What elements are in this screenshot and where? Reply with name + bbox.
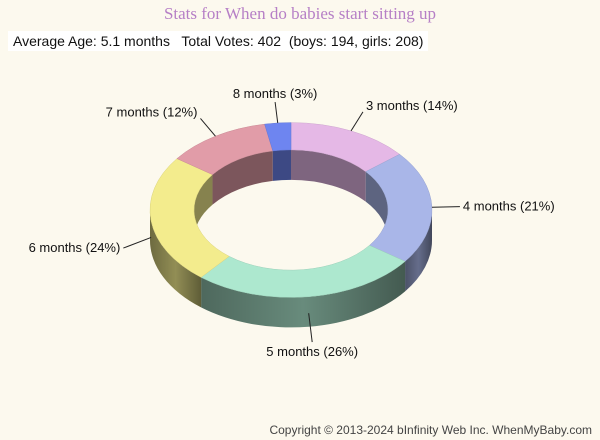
copyright-footer: Copyright © 2013-2024 bInfinity Web Inc.… [269, 423, 592, 437]
leader-line-2 [308, 313, 313, 343]
leader-line-1 [431, 206, 460, 208]
leader-line-4 [200, 118, 216, 137]
leader-line-5 [274, 101, 279, 124]
stats-summary: Average Age: 5.1 months Total Votes: 402… [8, 31, 429, 51]
inner-wall-0 [291, 149, 366, 202]
outer-wall-shade-1 [405, 210, 432, 292]
donut-side-layer [150, 149, 432, 328]
slice-label-5: 8 months (3%) [233, 86, 318, 101]
slice-8-months [264, 122, 292, 152]
inner-wall-3 [194, 174, 213, 240]
slice-label-0: 3 months (14%) [366, 98, 458, 113]
total-votes-text: Total Votes: 402 [181, 33, 282, 49]
donut-label-layer: 3 months (14%) 4 months (21%) 5 months (26… [29, 86, 555, 359]
leader-line-3 [123, 236, 152, 249]
inner-wall-4 [212, 150, 273, 205]
slice-label-1: 4 months (21%) [463, 199, 555, 214]
inner-wall-5 [272, 149, 291, 181]
outer-wall-shade-2 [201, 261, 406, 328]
slice-label-2: 5 months (26%) [266, 344, 358, 359]
chart-title: Stats for When do babies start sitting u… [163, 4, 437, 23]
average-age-text: Average Age: 5.1 months [13, 33, 170, 49]
inner-wall-1 [365, 171, 388, 240]
slice-label-3: 6 months (24%) [29, 240, 121, 255]
donut-top-layer [149, 122, 433, 298]
outer-wall-shade-3 [150, 210, 202, 308]
slice-label-4: 7 months (12%) [106, 104, 198, 119]
gender-split-text: (boys: 194, girls: 208) [288, 33, 424, 49]
leader-line-0 [350, 111, 364, 132]
